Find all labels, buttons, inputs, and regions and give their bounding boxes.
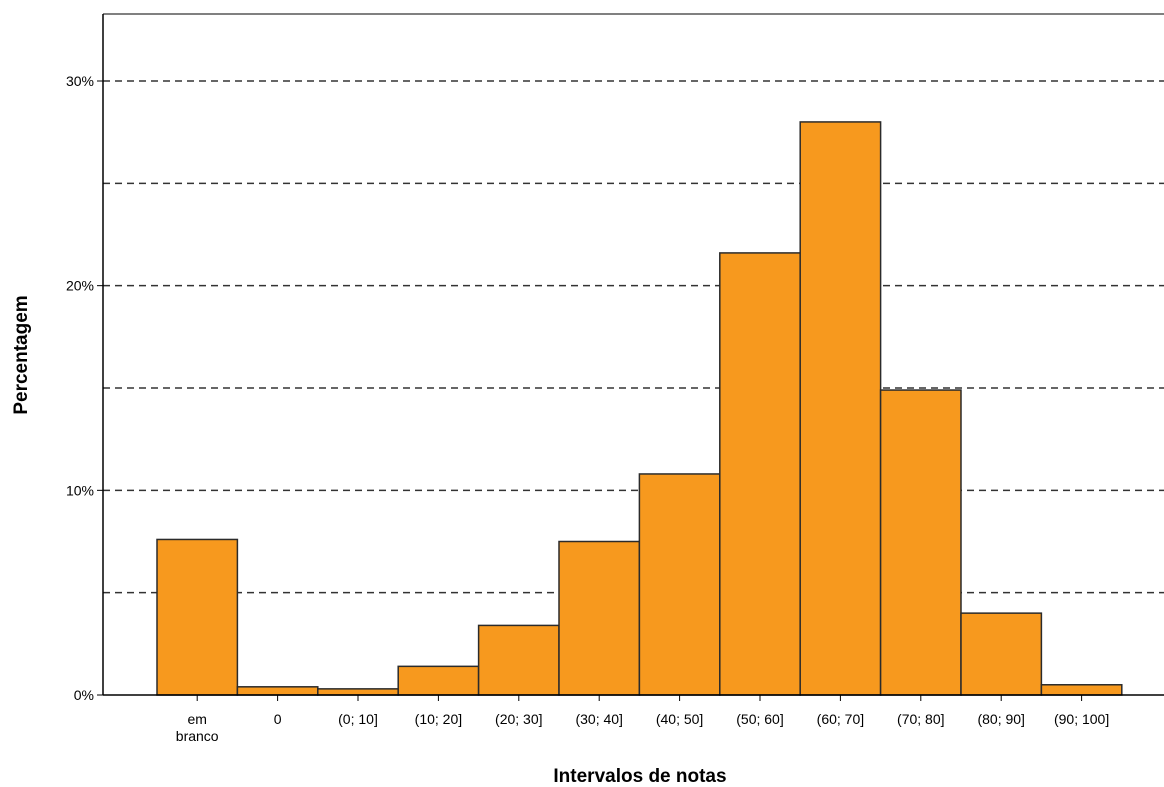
histogram-bar: [156, 538, 239, 696]
x-tick-label: (80; 90]: [977, 711, 1024, 727]
histogram-bar: [236, 686, 319, 696]
histogram-bar: [397, 665, 480, 696]
x-tick-label: (20; 30]: [495, 711, 542, 727]
x-tick-label: (90; 100]: [1054, 711, 1109, 727]
x-tick-label: (70; 80]: [897, 711, 944, 727]
histogram-bar: [1040, 684, 1123, 696]
x-tick-label: (50; 60]: [736, 711, 783, 727]
x-tick-label: 0: [274, 711, 282, 727]
y-tick-label: 20%: [66, 278, 94, 294]
histogram-bar: [558, 540, 641, 696]
histogram-bar: [317, 688, 399, 696]
histogram-bar: [879, 389, 962, 696]
x-tick-label: (0; 10]: [338, 711, 378, 727]
y-tick-label: 0%: [74, 687, 94, 703]
histogram-bar: [638, 473, 721, 696]
y-axis-title: Percentagem: [11, 295, 32, 414]
x-axis-title: Intervalos de notas: [553, 766, 726, 787]
histogram-bar: [799, 121, 882, 696]
y-tick-label: 10%: [66, 482, 94, 498]
x-tick-label: (10; 20]: [415, 711, 462, 727]
x-tick-label: em branco: [176, 711, 219, 744]
y-tick-label: 30%: [66, 73, 94, 89]
x-tick-label: (40; 50]: [656, 711, 703, 727]
y-ticks: 0% 10% 20% 30%: [66, 73, 103, 703]
histogram-bar: [960, 612, 1043, 696]
histogram-bar: [477, 624, 560, 696]
bars: [156, 121, 1123, 696]
axes: [102, 13, 1164, 696]
histogram-bar: [719, 252, 801, 696]
gridlines: [103, 80, 1164, 594]
x-ticks: em branco 0 (0; 10] (10; 20] (20; 30] (30; 40]…: [176, 695, 1109, 744]
x-tick-label: (60; 70]: [817, 711, 864, 727]
x-tick-label: (30; 40]: [575, 711, 622, 727]
